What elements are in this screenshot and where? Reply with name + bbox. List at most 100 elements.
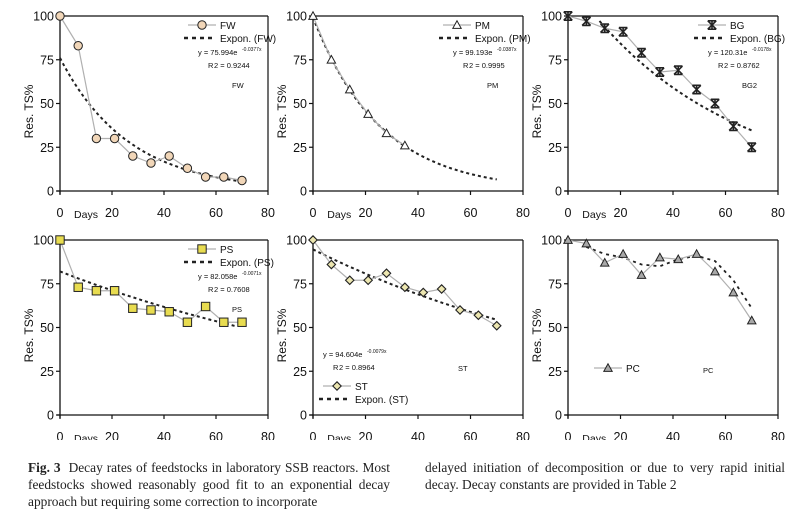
y-tick-label: 100 — [541, 10, 562, 24]
legend: BG Expon. (BG) — [694, 19, 785, 45]
y-tick-label: 75 — [293, 53, 307, 67]
data-point — [691, 248, 702, 258]
x-tick-label: 20 — [359, 430, 373, 440]
y-tick-label: 25 — [293, 365, 307, 379]
y-tick-label: 0 — [300, 409, 307, 423]
x-tick-label: 80 — [771, 206, 785, 220]
x-axis-label: Days — [327, 209, 351, 221]
data-point — [673, 65, 684, 76]
y-axis-label: Res. TS% — [275, 308, 289, 362]
x-axis-label: Days — [582, 209, 606, 221]
data-point — [618, 248, 629, 258]
x-tick-label: 40 — [157, 206, 171, 220]
legend: FW Expon. (FW) — [184, 20, 276, 45]
data-point — [636, 47, 647, 58]
x-tick-label: 80 — [261, 430, 275, 440]
equation-exponent: -0.0079x — [367, 349, 387, 355]
y-tick-label: 50 — [40, 97, 54, 111]
x-tick-label: 0 — [57, 206, 64, 220]
caption-label: Fig. 3 — [28, 460, 61, 476]
data-point — [381, 268, 392, 279]
x-tick-label: 20 — [614, 430, 628, 440]
chart-ps: 0 25 50 75 100 0 20 40 60 80 Days Res. TS% PS Expon. … — [22, 234, 275, 446]
y-tick-label: 100 — [286, 10, 307, 24]
data-point — [109, 286, 120, 296]
y-axis-label: Res. TS% — [530, 84, 544, 138]
panel-label: PS — [232, 305, 242, 314]
equation-text: y = 75.994e — [198, 48, 237, 57]
x-tick-label: 20 — [105, 206, 119, 220]
panel-label: BG2 — [742, 81, 757, 90]
data-point — [308, 235, 318, 245]
data-point — [344, 275, 355, 286]
y-axis-label: Res. TS% — [22, 308, 36, 362]
x-tick-label: 60 — [209, 206, 223, 220]
trendline-equation: y = 120.31e -0.0178x R 2 = 0.8762 — [708, 47, 772, 70]
equation-exponent: -0.0071x — [242, 271, 262, 277]
data-point — [146, 305, 156, 315]
r-squared-label: R — [208, 61, 214, 70]
y-tick-label: 50 — [293, 321, 307, 335]
trendline-equation: y = 94.604e -0.0079x R 2 = 0.8964 — [323, 349, 387, 372]
data-point — [73, 282, 83, 292]
data-point — [55, 11, 65, 21]
r-squared-label: R — [718, 61, 724, 70]
x-axis-label: Days — [582, 433, 606, 440]
r-squared-value: 2 = 0.8964 — [339, 363, 375, 372]
data-line — [567, 239, 753, 321]
data-point — [326, 259, 337, 270]
equation-exponent: -0.0387x — [497, 47, 517, 53]
legend-series-marker — [197, 244, 207, 254]
y-tick-label: 0 — [555, 185, 562, 199]
trend-line — [586, 246, 753, 309]
y-tick-label: 0 — [555, 409, 562, 423]
x-tick-label: 40 — [157, 430, 171, 440]
legend-series-label: PC — [626, 364, 640, 375]
x-tick-label: 80 — [771, 430, 785, 440]
x-tick-label: 40 — [666, 206, 680, 220]
x-tick-label: 0 — [565, 430, 572, 440]
data-point — [363, 275, 374, 286]
x-tick-label: 20 — [105, 430, 119, 440]
legend-trend-label: Expon. (BG) — [730, 34, 785, 45]
data-point — [455, 305, 465, 315]
trend-line — [312, 17, 497, 181]
data-point — [399, 140, 410, 150]
y-tick-label: 50 — [293, 97, 307, 111]
data-point — [599, 23, 610, 34]
equation-exponent: -0.0178x — [752, 47, 772, 53]
data-point — [109, 133, 120, 144]
trendline-equation: y = 82.058e -0.0071x R 2 = 0.7608 — [198, 271, 262, 294]
data-point — [709, 266, 721, 276]
figure-3: 0 25 50 75 100 0 20 40 60 80 Days Res. TS% FW Expon. … — [22, 10, 785, 446]
trendline-equation: y = 75.994e -0.0377x R 2 = 0.9244 — [198, 47, 262, 70]
y-axis-label: Res. TS% — [22, 84, 36, 138]
x-tick-label: 40 — [411, 206, 425, 220]
x-axis-label: Days — [327, 433, 351, 440]
y-tick-label: 100 — [33, 234, 54, 248]
x-tick-label: 80 — [261, 206, 275, 220]
data-point — [73, 41, 83, 51]
y-tick-label: 25 — [293, 141, 307, 155]
trend-line — [59, 270, 238, 328]
data-point — [654, 252, 665, 262]
data-line — [312, 15, 406, 146]
r-squared-label: R — [463, 61, 469, 70]
data-point — [563, 11, 573, 22]
data-point — [618, 26, 628, 37]
x-tick-label: 20 — [614, 206, 628, 220]
data-point — [655, 67, 665, 77]
x-tick-label: 20 — [359, 206, 373, 220]
data-point — [146, 158, 156, 168]
x-tick-label: 60 — [464, 206, 478, 220]
y-tick-label: 50 — [548, 97, 562, 111]
equation-text: y = 82.058e — [198, 272, 237, 281]
y-tick-label: 75 — [548, 53, 562, 67]
data-point — [728, 121, 739, 132]
data-point — [128, 151, 138, 161]
data-point — [237, 317, 247, 327]
data-point — [91, 286, 102, 296]
y-tick-label: 75 — [293, 277, 307, 291]
y-tick-label: 75 — [548, 277, 562, 291]
equation-exponent: -0.0377x — [242, 47, 262, 53]
